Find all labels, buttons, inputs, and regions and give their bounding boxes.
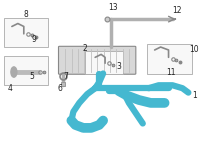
Ellipse shape xyxy=(11,67,17,77)
Text: 2: 2 xyxy=(83,44,88,53)
Bar xyxy=(4,18,48,47)
Text: 4: 4 xyxy=(7,84,12,93)
Text: 13: 13 xyxy=(108,3,118,12)
FancyBboxPatch shape xyxy=(58,46,136,74)
Text: 5: 5 xyxy=(29,72,34,81)
Bar xyxy=(85,51,123,74)
Bar xyxy=(147,44,192,74)
Text: 9: 9 xyxy=(31,35,36,44)
Text: 10: 10 xyxy=(190,45,199,55)
Text: 6: 6 xyxy=(57,84,62,93)
Text: 1: 1 xyxy=(192,91,197,100)
Text: 3: 3 xyxy=(117,62,121,71)
Bar xyxy=(4,56,48,85)
Text: 12: 12 xyxy=(172,6,181,15)
Text: 11: 11 xyxy=(166,67,175,77)
Text: 7: 7 xyxy=(63,72,68,81)
Text: 8: 8 xyxy=(23,10,28,19)
